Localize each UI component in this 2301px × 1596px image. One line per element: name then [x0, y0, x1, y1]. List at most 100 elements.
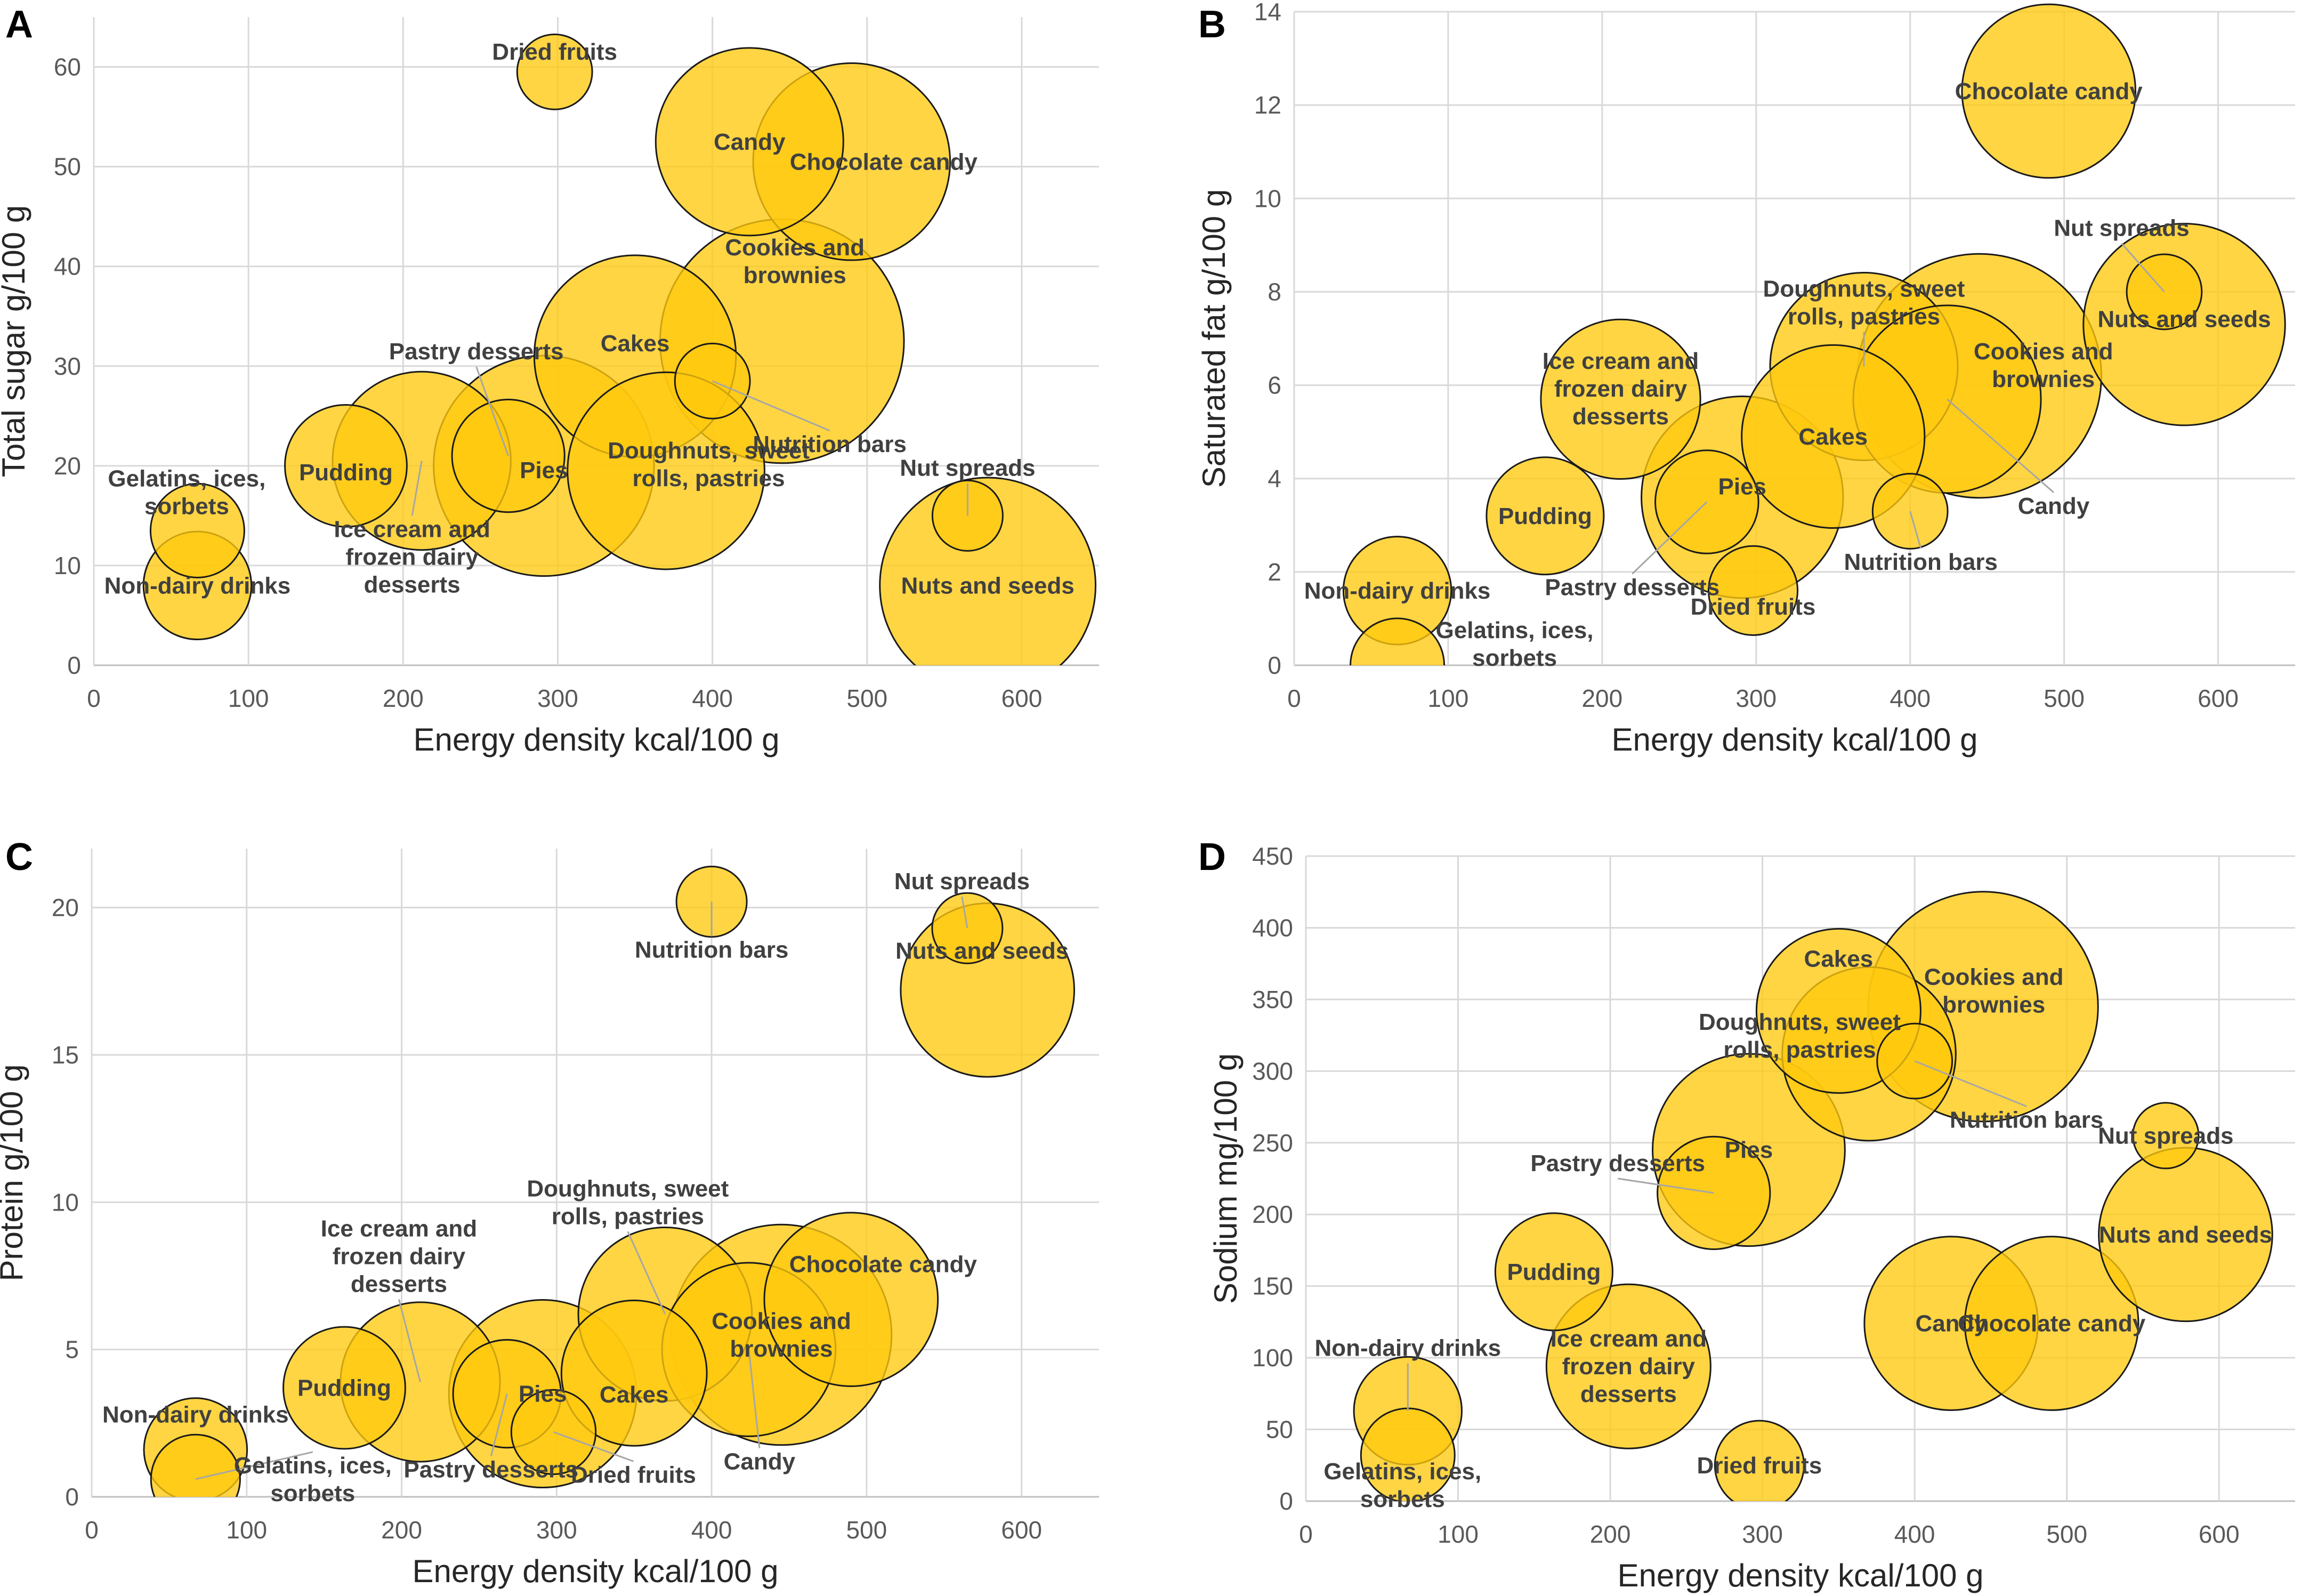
data-label-cakes: Cakes: [1798, 424, 1868, 450]
data-label-ice-cream-and-frozen-dairy-desserts: Ice cream and frozen dairy desserts: [334, 516, 490, 598]
bubble-pastry-desserts: [451, 399, 566, 513]
x-tick-label: 400: [692, 684, 733, 712]
x-tick-label: 400: [691, 1516, 732, 1544]
y-tick-label: 20: [52, 894, 79, 922]
data-label-ice-cream-and-frozen-dairy-desserts: Ice cream and frozen dairy desserts: [1551, 1326, 1707, 1407]
bubble-candy: [655, 47, 844, 237]
data-label-doughnuts-sweet-rolls-pastries: Doughnuts, sweet rolls, pastries: [608, 438, 810, 491]
bubble-dried-fruits: [1707, 545, 1799, 636]
y-tick-label: 6: [1267, 372, 1281, 399]
y-tick-label: 15: [52, 1041, 79, 1069]
data-label-cookies-and-brownies: Cookies and brownies: [712, 1308, 851, 1362]
x-tick-label: 500: [846, 1516, 887, 1544]
panel-d: 0 50 100 150 200 250 300 350 400 450 0 100 200 300 400…: [1198, 836, 2295, 1593]
data-label-gelatins-ices-sorbets: Gelatins, ices, sorbets: [1323, 1458, 1481, 1512]
data-label-nuts-and-seeds: Nuts and seeds: [901, 573, 1074, 599]
y-axis-label: Saturated fat g/100 g: [1196, 189, 1232, 488]
data-label-ice-cream-and-frozen-dairy-desserts: Ice cream and frozen dairy desserts: [1543, 348, 1699, 430]
x-tick-label: 200: [1590, 1520, 1631, 1548]
data-label-doughnuts-sweet-rolls-pastries: Doughnuts, sweet rolls, pastries: [1699, 1009, 1901, 1063]
bubble-dried-fruits: [1714, 1420, 1805, 1501]
y-tick-label: 10: [52, 1188, 79, 1216]
y-tick-label: 450: [1252, 842, 1293, 870]
y-tick-label: 200: [1252, 1200, 1293, 1228]
data-label-pudding: Pudding: [1507, 1259, 1601, 1285]
leader-line: [627, 1231, 666, 1315]
y-tick-label: 2: [1267, 558, 1281, 586]
bubbles: [142, 33, 1096, 665]
data-label-nut-spreads: Nut spreads: [900, 455, 1035, 481]
leader-line: [2121, 243, 2165, 293]
data-label-chocolate-candy: Chocolate candy: [790, 149, 978, 175]
y-tick-label: 8: [1267, 278, 1281, 305]
data-label-candy: Candy: [1915, 1311, 1987, 1337]
bubble-chocolate-candy: [1961, 3, 2137, 179]
data-label-nuts-and-seeds: Nuts and seeds: [895, 938, 1069, 964]
bubbles: [1342, 3, 2286, 665]
data-label-non-dairy-drinks: Non-dairy drinks: [102, 1402, 289, 1428]
x-tick-label: 600: [1002, 684, 1043, 712]
data-label-nut-spreads: Nut spreads: [2098, 1123, 2233, 1149]
data-label-dried-fruits: Dried fruits: [571, 1462, 696, 1488]
y-tick-label: 0: [1267, 651, 1281, 679]
panel-letter: B: [1198, 3, 1226, 46]
y-tick-label: 60: [54, 53, 81, 81]
y-tick-label: 300: [1252, 1057, 1293, 1085]
panel-b: 0 2 4 6 8 10 12 14 0 100 200 300 400 500 600 Energy den…: [1196, 0, 2295, 757]
data-label-nuts-and-seeds: Nuts and seeds: [2099, 1222, 2272, 1248]
data-label-pudding: Pudding: [299, 460, 393, 486]
data-label-non-dairy-drinks: Non-dairy drinks: [104, 573, 291, 599]
y-tick-label: 0: [67, 651, 81, 679]
data-label-pudding: Pudding: [1498, 503, 1592, 529]
data-label-pastry-desserts: Pastry desserts: [403, 1457, 578, 1483]
data-label-nut-spreads: Nut spreads: [894, 868, 1030, 894]
data-label-dried-fruits: Dried fruits: [1691, 594, 1816, 620]
leader-line: [195, 1451, 313, 1480]
data-label-nutrition-bars: Nutrition bars: [753, 431, 906, 457]
y-tick-label: 250: [1252, 1129, 1293, 1157]
y-tick-label: 10: [1254, 184, 1281, 212]
x-tick-label: 300: [1735, 684, 1777, 712]
data-label-gelatins-ices-sorbets: Gelatins, ices, sorbets: [1436, 617, 1594, 671]
x-tick-label: 0: [1299, 1520, 1313, 1548]
bubble-pudding: [1485, 456, 1605, 576]
data-label-pies: Pies: [1725, 1137, 1773, 1163]
x-axis-label: Energy density kcal/100 g: [412, 1553, 778, 1589]
data-label-pastry-desserts: Pastry desserts: [1545, 575, 1719, 601]
bubble-dried-fruits: [516, 33, 593, 110]
y-tick-label: 150: [1252, 1272, 1293, 1300]
y-tick-label: 50: [1266, 1416, 1293, 1444]
x-tick-label: 500: [2046, 1520, 2087, 1548]
leader-line: [1914, 1060, 2027, 1107]
data-label-dried-fruits: Dried fruits: [1697, 1453, 1822, 1479]
data-label-nutrition-bars: Nutrition bars: [1844, 549, 1997, 575]
leader-line: [712, 380, 830, 432]
leader-line: [411, 461, 423, 516]
x-tick-label: 0: [1287, 684, 1301, 712]
y-tick-label: 40: [54, 253, 81, 280]
leader-line: [475, 366, 510, 456]
bubble-gelatins-ices-sorbets: [1350, 617, 1446, 665]
data-label-gelatins-ices-sorbets: Gelatins, ices, sorbets: [234, 1453, 392, 1506]
data-label-cookies-and-brownies: Cookies and brownies: [1974, 338, 2113, 392]
x-tick-label: 0: [87, 684, 101, 712]
panel-letter: C: [5, 836, 33, 878]
x-tick-label: 100: [1438, 1520, 1479, 1548]
y-tick-label: 30: [54, 352, 81, 380]
data-label-non-dairy-drinks: Non-dairy drinks: [1314, 1335, 1501, 1361]
x-tick-label: 200: [383, 684, 424, 712]
y-tick-label: 50: [54, 153, 81, 181]
x-axis-label: Energy density kcal/100 g: [413, 722, 779, 757]
leader-line: [490, 1393, 508, 1456]
bubble-pudding: [284, 404, 408, 528]
y-tick-label: 400: [1252, 914, 1293, 941]
data-label-pies: Pies: [519, 1381, 567, 1407]
data-label-pies: Pies: [520, 457, 568, 483]
data-label-cookies-and-brownies: Cookies and brownies: [1924, 964, 2064, 1018]
data-label-chocolate-candy: Chocolate candy: [789, 1252, 978, 1278]
bubble-nutrition-bars: [674, 342, 751, 420]
y-axis-label: Sodium mg/100 g: [1208, 1053, 1244, 1304]
x-tick-label: 600: [2199, 1520, 2240, 1548]
